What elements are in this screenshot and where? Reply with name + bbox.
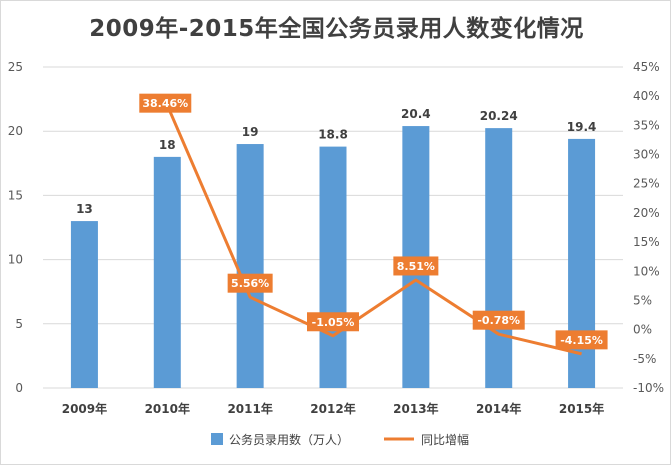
bar-label-6: 19.4 [567, 120, 597, 134]
x-tick-3: 2012年 [310, 401, 355, 416]
x-tick-1: 2010年 [145, 401, 190, 416]
bar-5 [485, 128, 513, 388]
legend-line-label: 同比增幅 [421, 432, 469, 447]
y-left-tick-1: 5 [15, 317, 23, 331]
legend-bar-label: 公务员录用数（万人） [229, 432, 349, 447]
y-right-tick-3: 5% [633, 293, 652, 307]
y-right-tick-10: 40% [633, 89, 660, 103]
line-label-6: -4.15% [560, 334, 603, 347]
line-label-box-1 [139, 93, 192, 113]
x-tick-5: 2014年 [476, 401, 521, 416]
y-left-tick-3: 15 [8, 188, 23, 202]
y-right-tick-7: 25% [633, 177, 660, 191]
y-right-tick-1: -5% [633, 352, 656, 366]
y-right-tick-5: 15% [633, 235, 660, 249]
line-label-box-5 [472, 310, 525, 330]
line-label-box-2 [227, 273, 273, 293]
line-label-3: -1.05% [312, 316, 355, 329]
line-label-box-3 [307, 312, 359, 332]
x-tick-0: 2009年 [62, 401, 107, 416]
bar-label-4: 20.4 [401, 107, 431, 121]
legend-bar-swatch [211, 433, 223, 445]
bar-label-1: 18 [159, 138, 176, 152]
x-tick-6: 2015年 [559, 401, 604, 416]
bar-label-5: 20.24 [480, 109, 518, 123]
line-label-5: -0.78% [477, 314, 520, 327]
y-right-tick-4: 10% [633, 264, 660, 278]
y-right-tick-0: -10% [633, 381, 664, 395]
x-tick-2: 2011年 [227, 401, 272, 416]
line-label-4: 8.51% [397, 260, 435, 273]
x-tick-4: 2013年 [393, 401, 438, 416]
y-right-tick-8: 30% [633, 148, 660, 162]
chart-title: 2009年-2015年全国公务员录用人数变化情况 [89, 16, 584, 42]
y-left-tick-2: 10 [8, 253, 23, 267]
bar-label-0: 13 [76, 202, 93, 216]
bar-3 [319, 146, 347, 388]
bar-1 [153, 156, 181, 388]
y-right-tick-11: 45% [633, 60, 660, 74]
line-label-box-6 [555, 330, 608, 350]
line-label-box-4 [393, 256, 439, 276]
y-left-tick-4: 20 [8, 124, 23, 138]
bar-label-3: 18.8 [318, 128, 348, 142]
line-label-2: 5.56% [231, 277, 269, 290]
line-label-1: 38.46% [142, 97, 188, 110]
y-right-tick-2: 0% [633, 323, 652, 337]
y-left-tick-5: 25 [8, 60, 23, 74]
bar-label-2: 19 [242, 125, 259, 139]
y-left-tick-0: 0 [15, 381, 23, 395]
bar-0 [70, 221, 98, 388]
y-right-tick-9: 35% [633, 118, 660, 132]
y-right-tick-6: 20% [633, 206, 660, 220]
growth-line [165, 104, 582, 356]
bar-2 [236, 144, 264, 388]
